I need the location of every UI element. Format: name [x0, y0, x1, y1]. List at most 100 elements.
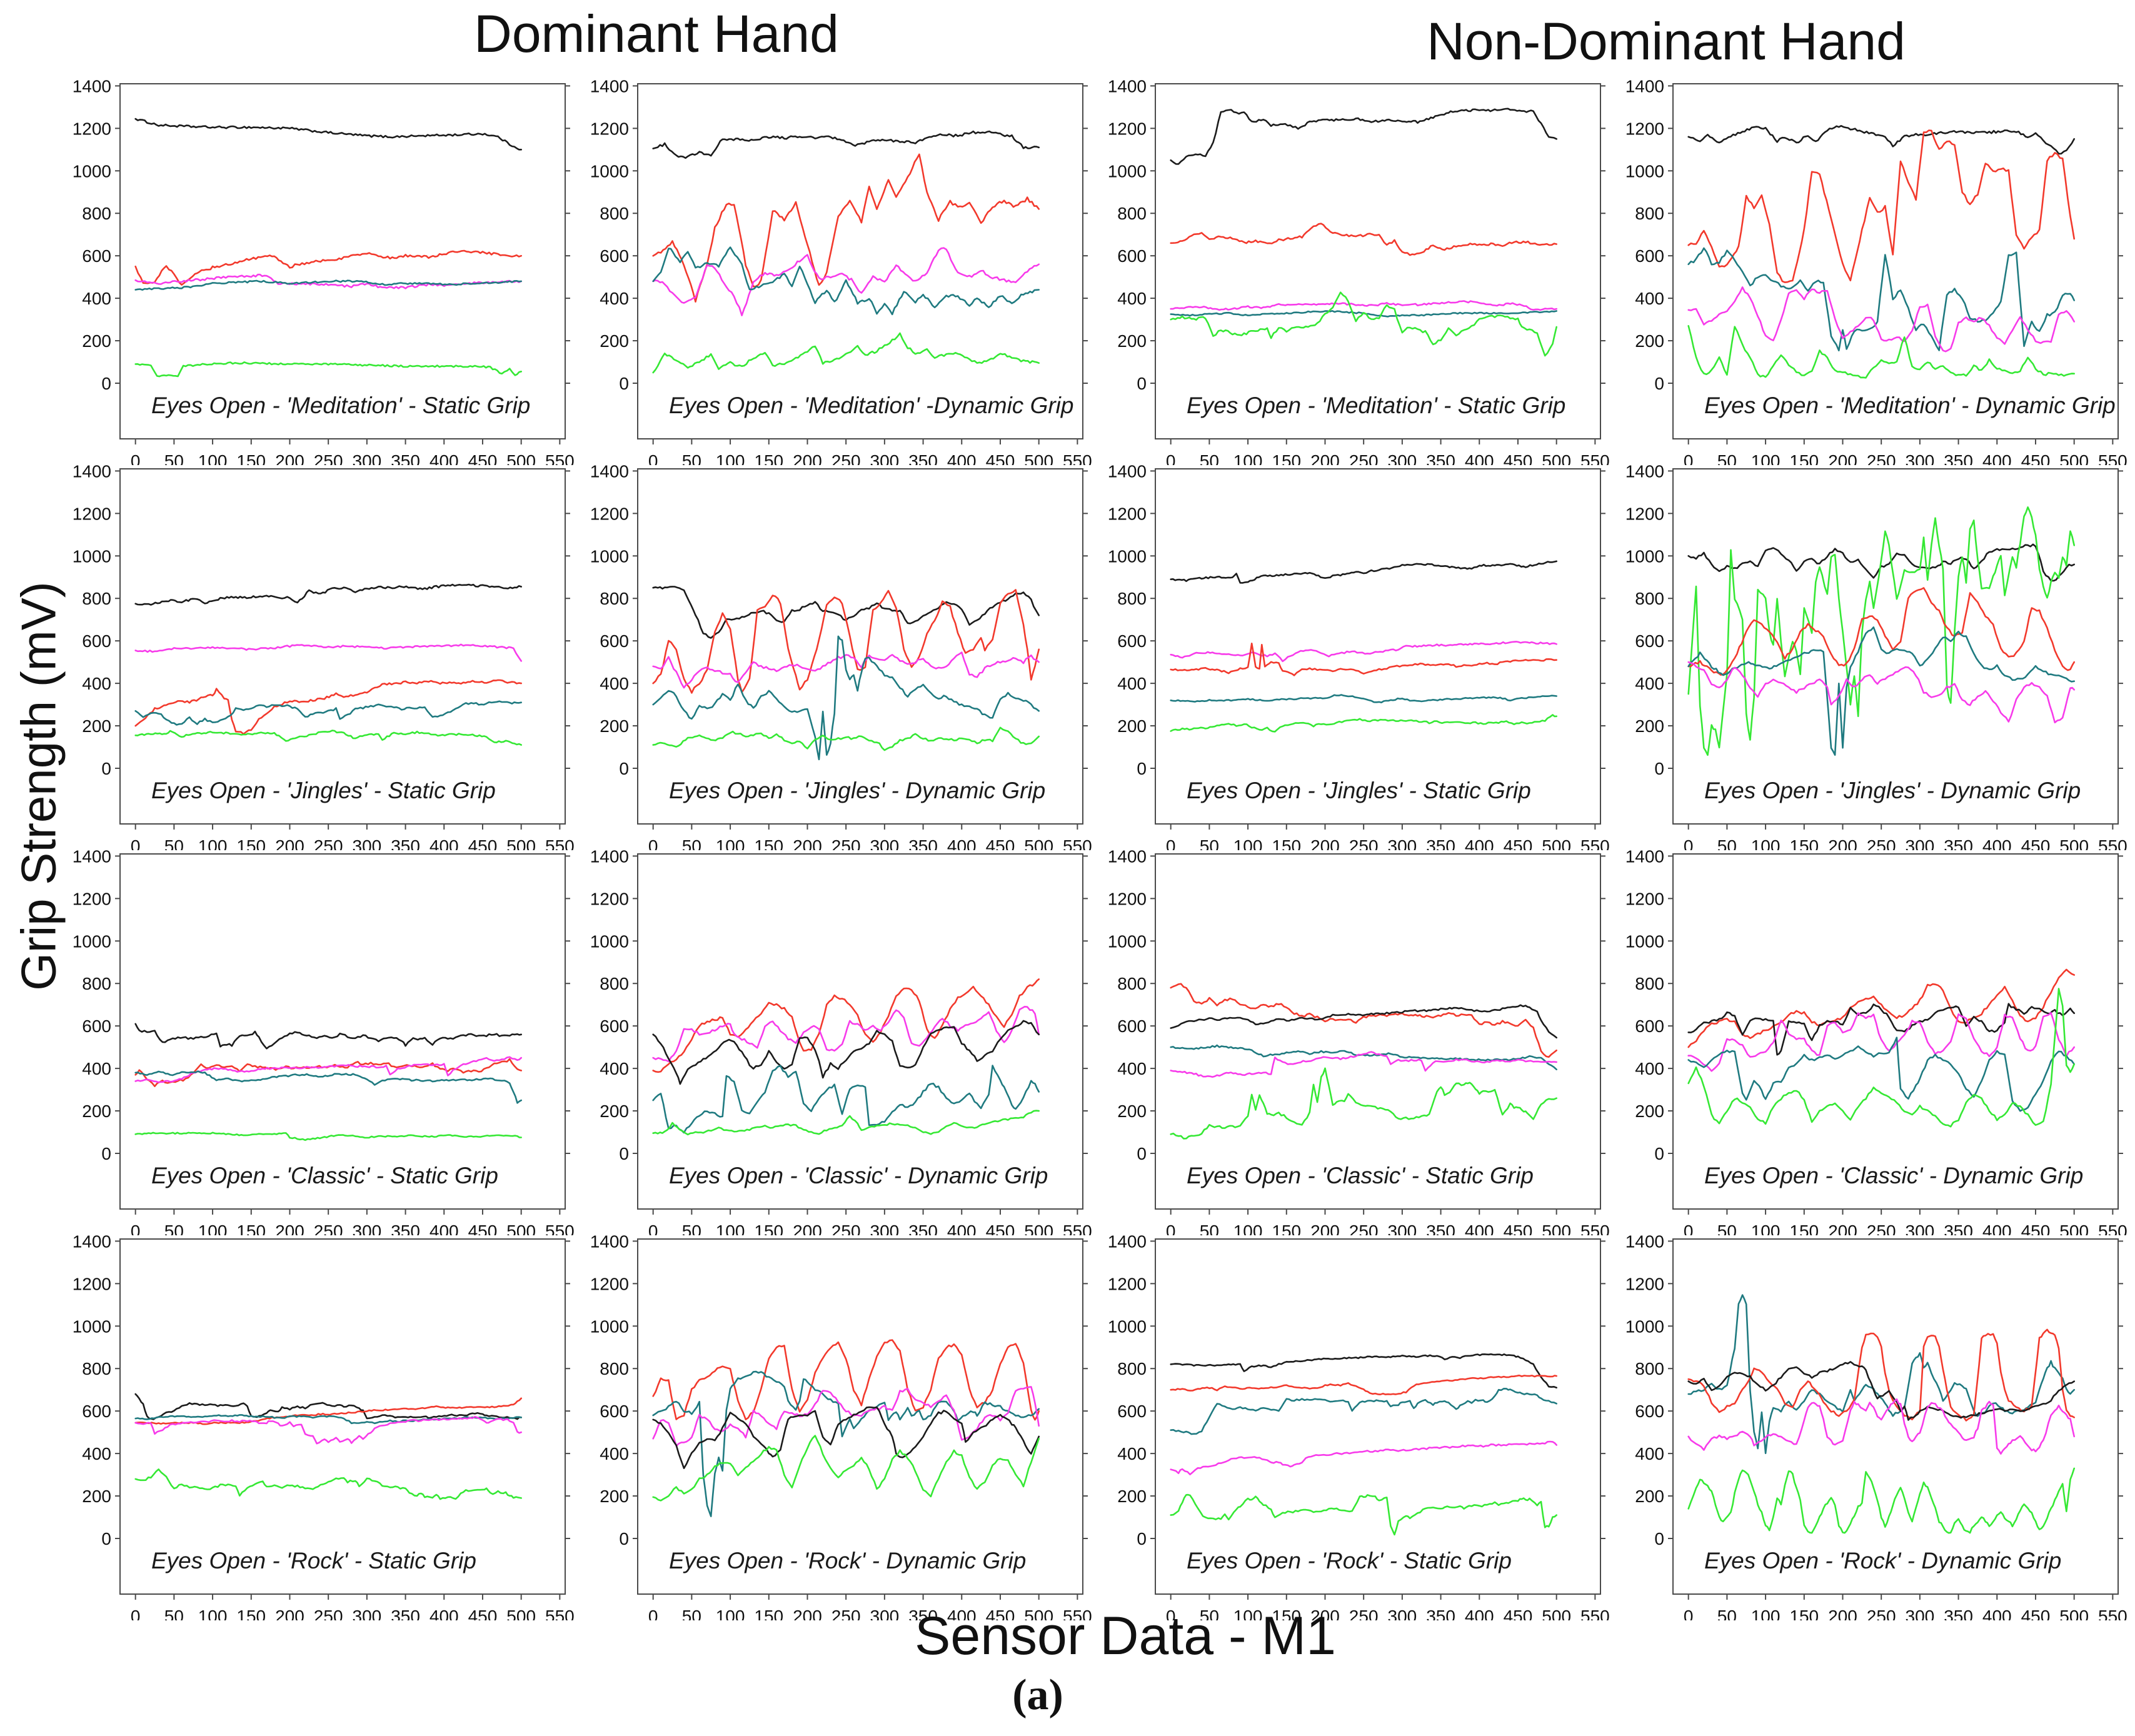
subplot-nondominant-meditation-dynamic: 0 200 400 600 800 1000 1200 1400 0 50 100 150 200 250…	[1615, 80, 2133, 465]
plot-canvas: 0 200 400 600 800 1000 1200 1400 0 50 100 150 200 250…	[1108, 850, 1610, 1235]
svg-text:350: 350	[1944, 1222, 1973, 1235]
green-series	[134, 361, 522, 378]
svg-text:400: 400	[430, 451, 459, 465]
svg-text:300: 300	[1388, 451, 1417, 465]
svg-text:1400: 1400	[590, 850, 629, 866]
svg-text:100: 100	[198, 1607, 228, 1620]
svg-text:50: 50	[1717, 1222, 1737, 1235]
svg-text:450: 450	[468, 836, 498, 850]
svg-text:1000: 1000	[73, 931, 111, 951]
svg-text:200: 200	[1117, 716, 1147, 736]
svg-text:600: 600	[1635, 246, 1664, 266]
svg-text:0: 0	[1137, 1144, 1147, 1163]
plot-canvas: 0 200 400 600 800 1000 1200 1400 0 50 100 150 200 250…	[1108, 1235, 1610, 1620]
magenta-series	[1687, 1398, 2075, 1455]
svg-text:150: 150	[236, 451, 266, 465]
svg-text:150: 150	[1789, 451, 1819, 465]
svg-text:400: 400	[947, 1607, 977, 1620]
svg-text:200: 200	[1635, 1101, 1664, 1121]
svg-text:500: 500	[1024, 1607, 1053, 1620]
svg-text:450: 450	[1504, 1607, 1533, 1620]
svg-text:500: 500	[1024, 451, 1053, 465]
svg-text:0: 0	[1654, 1144, 1664, 1163]
svg-text:600: 600	[1117, 1402, 1147, 1421]
magenta-series	[1170, 641, 1557, 663]
subplot-caption: Eyes Open - 'Jingles' - Static Grip	[1187, 778, 1531, 803]
svg-text:400: 400	[82, 289, 111, 308]
svg-text:1400: 1400	[73, 1235, 111, 1251]
svg-text:300: 300	[1906, 451, 1935, 465]
subplot-dominant-classic-dynamic: 0 200 400 600 800 1000 1200 1400 0 50 100 150 200 250…	[580, 850, 1098, 1235]
subplot-nondominant-rock-dynamic: 0 200 400 600 800 1000 1200 1400 0 50 100 150 200 250…	[1615, 1235, 2133, 1620]
black-series	[1687, 125, 2075, 155]
svg-text:250: 250	[831, 451, 861, 465]
subplot-dominant-rock-static: 0 200 400 600 800 1000 1200 1400 0 50 100 150 200 250…	[63, 1235, 580, 1620]
subplot-caption: Eyes Open - 'Classic' - Dynamic Grip	[1704, 1163, 2084, 1188]
plot-canvas: 0 200 400 600 800 1000 1200 1400 0 50 100 150 200 250…	[590, 465, 1092, 850]
plot-canvas: 0 200 400 600 800 1000 1200 1400 0 50 100 150 200 250…	[1108, 465, 1610, 850]
svg-text:350: 350	[391, 451, 420, 465]
black-series	[1170, 1353, 1557, 1389]
svg-text:1000: 1000	[1625, 1317, 1664, 1336]
svg-text:300: 300	[1388, 1607, 1417, 1620]
subplot-caption: Eyes Open - 'Meditation' - Static Grip	[151, 393, 531, 418]
svg-text:500: 500	[506, 1222, 536, 1235]
svg-text:200: 200	[1828, 1222, 1857, 1235]
svg-text:300: 300	[1906, 836, 1935, 850]
svg-text:50: 50	[164, 1607, 184, 1620]
svg-text:550: 550	[545, 451, 575, 465]
svg-text:200: 200	[275, 451, 304, 465]
svg-text:800: 800	[82, 204, 111, 223]
black-series	[1687, 543, 2075, 582]
svg-text:0: 0	[131, 1222, 141, 1235]
svg-text:800: 800	[82, 1359, 111, 1378]
svg-text:500: 500	[2059, 836, 2089, 850]
subplot-dominant-jingles-dynamic: 0 200 400 600 800 1000 1200 1400 0 50 100 150 200 250…	[580, 465, 1098, 850]
svg-text:800: 800	[1117, 589, 1147, 608]
magenta-series	[1687, 1012, 2075, 1072]
red-series	[134, 1397, 522, 1425]
svg-text:100: 100	[1751, 1222, 1781, 1235]
svg-text:600: 600	[1117, 1016, 1147, 1036]
subplot-grid: 0 200 400 600 800 1000 1200 1400 0 50 100 150 200 250…	[63, 80, 2133, 1620]
svg-text:250: 250	[314, 836, 343, 850]
svg-text:200: 200	[1117, 1487, 1147, 1506]
svg-text:250: 250	[314, 451, 343, 465]
svg-text:0: 0	[648, 1607, 658, 1620]
svg-text:600: 600	[1117, 246, 1147, 266]
magenta-series	[1170, 300, 1557, 311]
svg-text:50: 50	[164, 836, 184, 850]
svg-text:250: 250	[1349, 1607, 1379, 1620]
teal-series	[1170, 694, 1557, 703]
svg-text:50: 50	[164, 1222, 184, 1235]
svg-text:600: 600	[1117, 631, 1147, 651]
svg-text:0: 0	[1166, 451, 1176, 465]
teal-series	[652, 246, 1040, 316]
svg-text:400: 400	[947, 451, 977, 465]
svg-text:400: 400	[430, 836, 459, 850]
svg-text:600: 600	[1635, 1016, 1664, 1036]
svg-text:400: 400	[1117, 674, 1147, 693]
svg-text:50: 50	[682, 451, 701, 465]
red-series	[134, 679, 522, 735]
svg-text:450: 450	[2021, 451, 2051, 465]
svg-text:500: 500	[2059, 1607, 2089, 1620]
subplot-nondominant-classic-static: 0 200 400 600 800 1000 1200 1400 0 50 100 150 200 250…	[1098, 850, 1615, 1235]
svg-text:400: 400	[1465, 451, 1494, 465]
svg-text:1400: 1400	[590, 80, 629, 96]
svg-text:250: 250	[1867, 1222, 1896, 1235]
teal-series	[134, 700, 522, 726]
svg-text:450: 450	[1504, 1222, 1533, 1235]
svg-text:400: 400	[82, 1059, 111, 1078]
svg-text:1200: 1200	[590, 504, 629, 523]
svg-text:200: 200	[1635, 331, 1664, 351]
svg-text:300: 300	[870, 1607, 900, 1620]
svg-text:0: 0	[1684, 836, 1694, 850]
svg-text:100: 100	[198, 1222, 228, 1235]
plot-canvas: 0 200 400 600 800 1000 1200 1400 0 50 100 150 200 250…	[73, 850, 575, 1235]
svg-text:0: 0	[1137, 374, 1147, 393]
svg-text:1400: 1400	[73, 80, 111, 96]
svg-text:250: 250	[831, 1222, 861, 1235]
svg-text:150: 150	[1789, 1607, 1819, 1620]
svg-text:300: 300	[353, 451, 382, 465]
